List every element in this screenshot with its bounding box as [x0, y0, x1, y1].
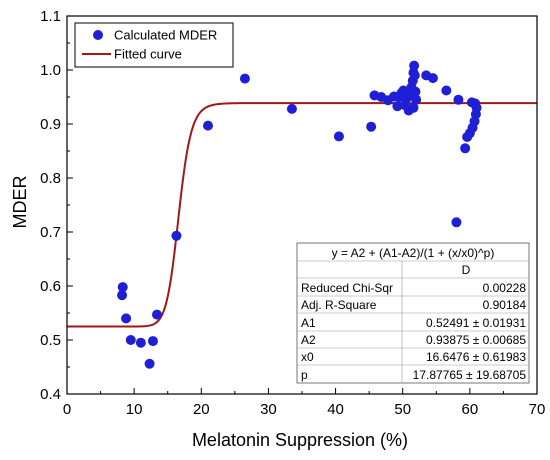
scatter-point — [286, 103, 297, 114]
scatter-point — [466, 97, 477, 108]
y-tick-label: 0.8 — [40, 170, 61, 187]
y-tick-label: 1.1 — [40, 8, 61, 25]
scatter-point — [333, 131, 344, 142]
x-tick-label: 60 — [462, 401, 479, 418]
fit-row-label: A1 — [301, 316, 316, 330]
scatter-point — [392, 101, 403, 112]
scatter-point — [460, 143, 471, 154]
scatter-point — [147, 336, 158, 347]
scatter-point — [135, 337, 146, 348]
y-tick-label: 0.9 — [40, 116, 61, 133]
x-tick-label: 0 — [63, 401, 71, 418]
legend: Calculated MDER Fitted curve — [74, 22, 234, 68]
y-tick-label: 0.5 — [40, 332, 61, 349]
fit-row-label: Adj. R-Square — [301, 298, 377, 312]
scatter-point — [451, 217, 462, 228]
legend-box — [74, 22, 234, 68]
fit-row-label: x0 — [301, 350, 314, 364]
fit-row-label: A2 — [301, 333, 316, 347]
scatter-point — [121, 313, 132, 324]
fit-table-column-header: D — [462, 263, 471, 277]
fit-row-value: 16.6476 ± 0.61983 — [426, 350, 526, 364]
scatter-point — [125, 335, 136, 345]
scatter-point — [410, 86, 421, 97]
x-tick-label: 20 — [193, 401, 210, 418]
x-axis-ticks: 0 10 20 30 40 50 60 70 — [63, 388, 546, 418]
scatter-point — [366, 121, 377, 132]
y-tick-label: 1.0 — [40, 62, 61, 79]
y-tick-label: 0.4 — [40, 386, 61, 403]
y-tick-label: 0.6 — [40, 278, 61, 295]
fit-row-label: Reduced Chi-Sqr — [301, 281, 393, 295]
fit-row-value: 0.00228 — [483, 281, 527, 295]
legend-marker-points — [93, 30, 103, 40]
scatter-point — [151, 309, 162, 320]
x-tick-label: 10 — [126, 401, 143, 418]
scatter-point — [117, 290, 128, 301]
scatter-point — [453, 94, 464, 105]
scatter-point — [144, 358, 155, 369]
scatter-point — [239, 73, 250, 84]
scatter-point — [411, 94, 422, 105]
fit-row-value: 17.87765 ± 19.68705 — [413, 368, 527, 382]
legend-label-points: Calculated MDER — [114, 28, 217, 43]
scatter-point — [203, 120, 213, 131]
fit-row-value: 0.93875 ± 0.00685 — [426, 333, 526, 347]
scatter-point — [441, 85, 452, 96]
scatter-point — [117, 282, 128, 293]
scatter-point — [409, 70, 420, 81]
scatter-points — [117, 60, 482, 369]
y-tick-label: 0.7 — [40, 224, 61, 241]
fit-table-equation: y = A2 + (A1-A2)/(1 + (x/x0)^p) — [332, 246, 495, 260]
y-axis-label: MDER — [10, 176, 30, 229]
fit-row-value: 0.52491 ± 0.01931 — [426, 316, 526, 330]
scatter-point — [408, 102, 419, 113]
x-tick-label: 30 — [260, 401, 277, 418]
x-axis-label: Melatonin Suppression (%) — [192, 430, 408, 450]
x-tick-label: 70 — [529, 401, 546, 418]
x-tick-label: 40 — [327, 401, 344, 418]
y-axis-ticks: 0.4 0.5 0.6 0.7 0.8 0.9 1.0 1.1 — [40, 8, 73, 403]
fit-row-value: 0.90184 — [483, 298, 527, 312]
legend-label-curve: Fitted curve — [114, 47, 182, 62]
scatter-point — [171, 230, 182, 241]
x-tick-label: 50 — [394, 401, 411, 418]
fit-row-label: p — [301, 368, 308, 382]
scatter-point — [427, 73, 438, 84]
fit-parameters-table: y = A2 + (A1-A2)/(1 + (x/x0)^p) D Reduce… — [296, 242, 530, 384]
scatter-point — [409, 60, 420, 71]
